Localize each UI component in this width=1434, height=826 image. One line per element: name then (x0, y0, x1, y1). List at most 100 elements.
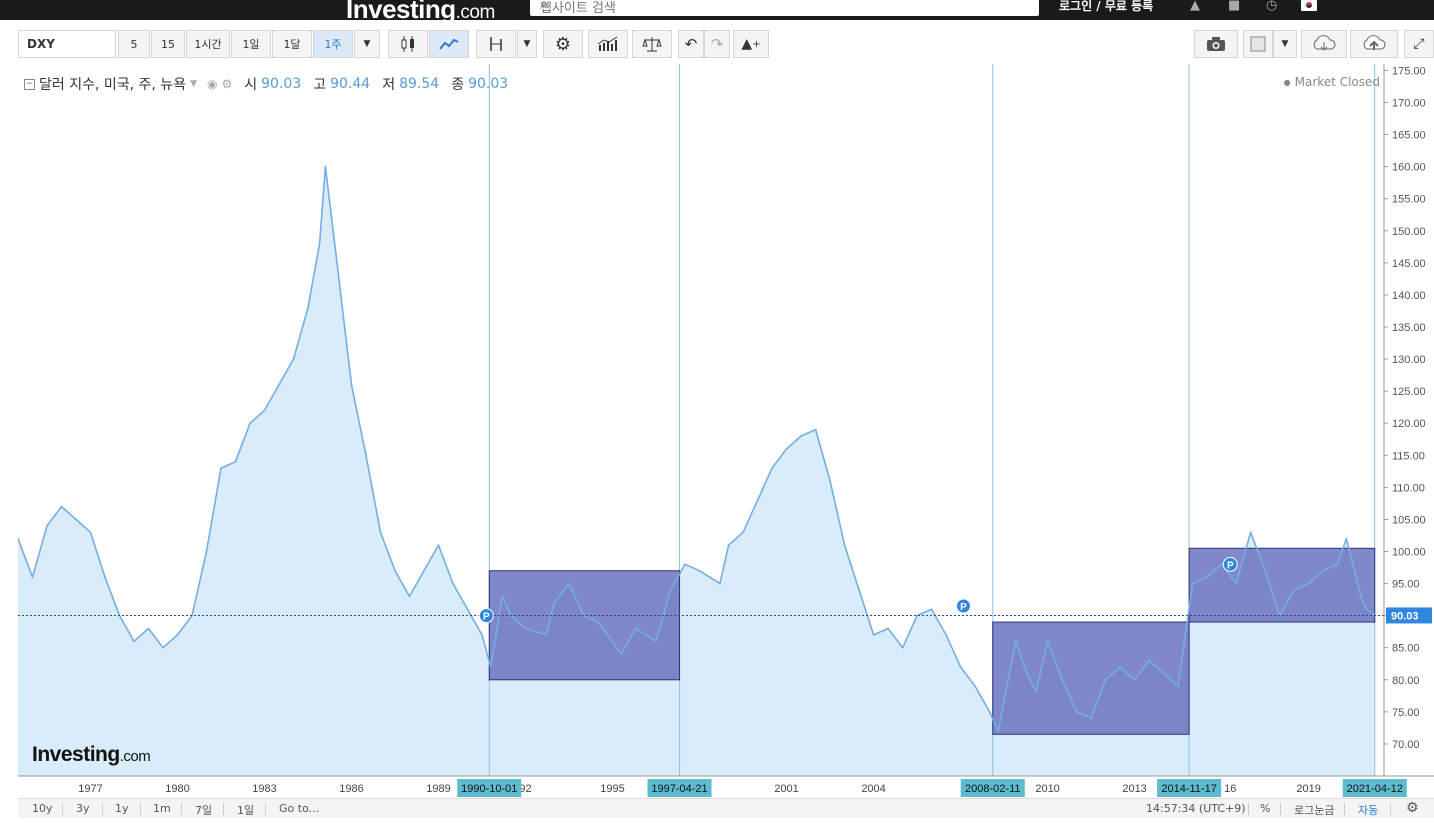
data-point (75, 518, 77, 521)
data-point (162, 646, 164, 649)
clock-icon[interactable]: ◷ (1266, 0, 1278, 13)
interval-1w[interactable]: 1주 (313, 30, 353, 58)
auto-scale-toggle[interactable]: 자동 (1358, 804, 1379, 817)
y-tick-label: 150.00 (1392, 226, 1426, 238)
candlestick-icon[interactable] (388, 30, 428, 58)
data-point (278, 383, 280, 386)
interval-1h[interactable]: 1시간 (186, 30, 230, 58)
data-point (176, 634, 179, 636)
range-7d[interactable]: 7일 (195, 804, 213, 817)
drawing-tools-dropdown-icon[interactable]: ▼ (517, 30, 537, 58)
range-1m[interactable]: 1m (153, 802, 171, 815)
bell-icon[interactable]: ▲ (1190, 0, 1200, 13)
interval-5[interactable]: 5 (118, 30, 150, 58)
clock-time: 14:57:34 (UTC+9) (1146, 802, 1246, 815)
data-point (1293, 589, 1295, 591)
data-point (1191, 582, 1194, 585)
legend-dropdown-icon[interactable]: ▼ (190, 79, 197, 89)
p-marker-circle (955, 598, 971, 614)
search-input[interactable]: 웹사이트 검색 ⌕ (530, 0, 1039, 16)
interval-1d[interactable]: 1일 (231, 30, 271, 58)
compare-scale-icon[interactable] (632, 30, 672, 58)
data-point (1061, 678, 1063, 681)
line-chart-icon[interactable] (429, 30, 469, 58)
data-point (785, 448, 788, 450)
data-point (408, 595, 411, 598)
data-point (318, 242, 321, 245)
data-point (1336, 563, 1339, 566)
drawing-tools-icon[interactable] (476, 30, 516, 58)
data-point (1090, 717, 1092, 720)
legend-title: 달러 지수, 미국, 주, 뉴욕 (39, 77, 187, 93)
data-point (350, 383, 353, 386)
gear-icon[interactable]: ⚙ (543, 30, 583, 58)
range-1y[interactable]: 1y (115, 802, 129, 815)
close-label: 종 (451, 77, 465, 93)
goto-date[interactable]: Go to... (279, 802, 320, 815)
cloud-upload-icon[interactable] (1350, 30, 1398, 58)
data-point (634, 627, 637, 630)
data-point (553, 602, 556, 604)
data-point (1119, 666, 1121, 668)
y-tick-label: 85.00 (1392, 643, 1420, 655)
search-icon[interactable]: ⌕ (540, 0, 549, 13)
low-label: 저 (382, 77, 396, 93)
indicators-icon[interactable] (588, 30, 628, 58)
date-tag-label: 1997-04-21 (651, 783, 707, 795)
visibility-icon[interactable]: ◉ (207, 77, 218, 91)
range-10y[interactable]: 10y (32, 802, 53, 815)
legend-settings-icon[interactable]: ⚙ (221, 77, 233, 91)
data-point (423, 569, 425, 572)
high-value: 90.44 (330, 76, 371, 92)
p-marker-label: P (960, 602, 967, 613)
interval-15[interactable]: 15 (151, 30, 185, 58)
data-point (1148, 659, 1150, 662)
data-point (684, 563, 686, 566)
x-tick-label: 2013 (1122, 783, 1146, 795)
date-tag (647, 779, 712, 797)
site-logo[interactable]: Investing.com (346, 0, 495, 24)
range-3y[interactable]: 3y (76, 802, 90, 815)
top-navigation-bar: Investing.com 웹사이트 검색 ⌕ 로그인 / 무료 등록 ▲ ■ … (0, 0, 1434, 24)
data-point (437, 544, 440, 546)
y-tick-label: 95.00 (1392, 579, 1420, 591)
data-point (800, 435, 802, 437)
data-point (843, 544, 846, 546)
redo-icon[interactable]: ↷ (704, 30, 730, 58)
p-marker-circle (1222, 556, 1238, 572)
chart-color-icon[interactable] (1243, 30, 1273, 58)
p-marker-circle (478, 608, 494, 624)
p-marker-label: P (483, 612, 490, 623)
undo-icon[interactable]: ↶ (678, 30, 704, 58)
market-status: Market Closed (1284, 75, 1380, 89)
chart-settings-gear-icon[interactable]: ⚙ (1406, 800, 1419, 816)
y-tick-label: 100.00 (1392, 546, 1426, 558)
price-series-line (18, 165, 1376, 732)
data-point (292, 358, 295, 360)
login-register-link[interactable]: 로그인 / 무료 등록 (1059, 0, 1154, 13)
korea-flag-icon[interactable] (1301, 0, 1317, 11)
log-scale-toggle[interactable]: 로그눈금 (1294, 804, 1335, 817)
chart-canvas[interactable]: P P P 175.00 170.00 165.00 160.00 155.00 150.00 1… (18, 64, 1434, 800)
interval-1m[interactable]: 1달 (272, 30, 312, 58)
cloud-download-icon[interactable] (1301, 30, 1347, 58)
collapse-legend-icon[interactable]: − (24, 78, 35, 90)
symbol-input[interactable]: DXY (18, 30, 116, 58)
p-marker-label: P (1227, 560, 1234, 571)
fullscreen-icon[interactable]: ⤢ (1404, 30, 1434, 58)
y-tick-label: 130.00 (1392, 354, 1426, 366)
chart-color-dropdown-icon[interactable]: ▼ (1273, 30, 1297, 58)
data-point (104, 576, 106, 578)
percent-toggle[interactable]: % (1260, 802, 1271, 815)
range-1d[interactable]: 1일 (237, 804, 255, 817)
interval-dropdown-icon[interactable]: ▼ (354, 30, 380, 58)
y-tick-label: 110.00 (1392, 482, 1425, 494)
data-point (481, 634, 483, 636)
date-tag-label: 1990-10-01 (461, 783, 517, 795)
data-point (930, 608, 933, 611)
add-alert-icon[interactable]: ▲ + (733, 30, 769, 58)
date-tag-label: 2021-04-12 (1347, 783, 1403, 795)
price-chart[interactable]: P P P 175.00 170.00 165.00 160.00 155.00 150.00 1… (18, 64, 1434, 800)
portfolio-icon[interactable]: ■ (1228, 0, 1241, 13)
camera-icon[interactable] (1194, 30, 1238, 58)
